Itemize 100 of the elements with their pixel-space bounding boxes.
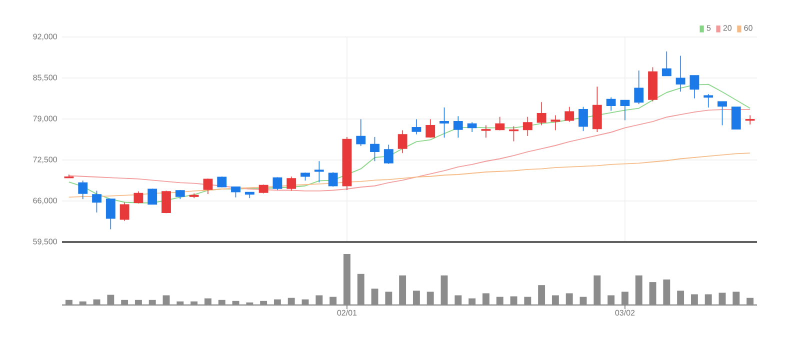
bar — [538, 285, 546, 305]
bar — [468, 298, 476, 305]
bar — [274, 299, 281, 305]
candlestick — [217, 176, 227, 188]
candlestick — [231, 186, 240, 198]
bar — [621, 292, 628, 305]
bar — [302, 299, 309, 305]
y-tick-label: 79,000 — [33, 116, 57, 122]
legend-label: 60 — [744, 25, 752, 31]
bar — [121, 300, 128, 305]
bar — [218, 300, 226, 305]
bar — [107, 294, 114, 305]
candlestick — [148, 188, 158, 205]
y-tick-label: 92,000 — [33, 34, 57, 40]
bar — [454, 295, 462, 305]
legend-label: 5 — [706, 25, 711, 31]
bar — [204, 298, 212, 305]
bar — [732, 292, 740, 305]
candlestick — [745, 114, 755, 125]
candlestick — [509, 126, 518, 142]
bar — [385, 292, 392, 305]
bar — [190, 301, 198, 305]
bar — [246, 302, 254, 305]
bar — [260, 300, 268, 305]
y-tick-label: 66,000 — [33, 198, 57, 204]
bar — [566, 293, 573, 305]
bar — [704, 294, 712, 305]
candlestick — [481, 124, 491, 138]
bar — [93, 299, 100, 305]
candlestick — [120, 202, 130, 222]
candlestick — [536, 102, 546, 126]
bar — [690, 294, 698, 305]
bar — [330, 296, 337, 305]
candlestick — [314, 160, 324, 183]
candlestick — [356, 118, 366, 146]
bar — [440, 275, 448, 305]
candlestick — [662, 51, 672, 76]
candlestick — [676, 55, 686, 92]
bar — [316, 295, 323, 305]
x-tick-label: 03/02 — [615, 310, 635, 316]
candlestick — [328, 172, 338, 188]
candlestick — [690, 75, 700, 99]
bar — [496, 296, 504, 305]
bar — [677, 290, 684, 305]
candlestick — [286, 176, 296, 192]
candlestick — [92, 190, 102, 213]
candlestick — [440, 107, 449, 138]
bar — [746, 298, 754, 305]
candlestick — [134, 190, 144, 204]
bar — [649, 282, 656, 305]
bar — [718, 292, 726, 305]
candlestick — [731, 106, 741, 130]
candlestick — [162, 190, 171, 214]
candlestick — [634, 70, 644, 105]
candlestick — [203, 178, 213, 194]
candlestick — [384, 144, 394, 164]
candlestick — [522, 116, 532, 136]
candlestick — [426, 118, 436, 138]
y-tick-label: 59,500 — [33, 238, 57, 246]
bar — [510, 296, 518, 305]
bar — [134, 300, 142, 305]
candlestick — [578, 106, 588, 132]
bar — [594, 275, 601, 305]
candlestick — [412, 118, 422, 135]
candlestick — [620, 100, 630, 121]
y-tick-label: 72,500 — [33, 156, 57, 164]
bar — [412, 290, 420, 305]
bar — [580, 296, 587, 305]
bar — [552, 295, 559, 305]
bar — [371, 288, 378, 305]
candlestick — [370, 136, 380, 162]
bar — [65, 300, 72, 305]
bar — [148, 300, 156, 305]
bar — [635, 275, 642, 305]
x-tick-label: 02/01 — [337, 310, 357, 316]
candlestick — [606, 97, 616, 112]
legend-label: 20 — [723, 25, 732, 31]
candlestick — [495, 116, 505, 131]
candlestick — [718, 101, 727, 126]
candlestick — [453, 116, 463, 138]
candlestick — [592, 86, 602, 132]
bar — [426, 292, 434, 305]
candlestick — [564, 106, 574, 122]
bar — [524, 296, 532, 305]
bar — [162, 295, 170, 305]
candlestick — [467, 122, 477, 132]
bar — [79, 301, 86, 305]
candlestick — [106, 198, 116, 230]
y-tick-label: 85,500 — [33, 74, 57, 82]
candlestick — [550, 114, 560, 131]
bar — [663, 280, 670, 305]
bar — [176, 301, 184, 305]
bar — [482, 293, 490, 305]
candlestick — [78, 180, 88, 200]
bar — [357, 274, 364, 305]
candlestick — [704, 94, 714, 108]
candlestick — [175, 190, 185, 200]
bar — [399, 275, 406, 305]
candlestick — [398, 130, 408, 154]
candlestick — [272, 176, 282, 190]
